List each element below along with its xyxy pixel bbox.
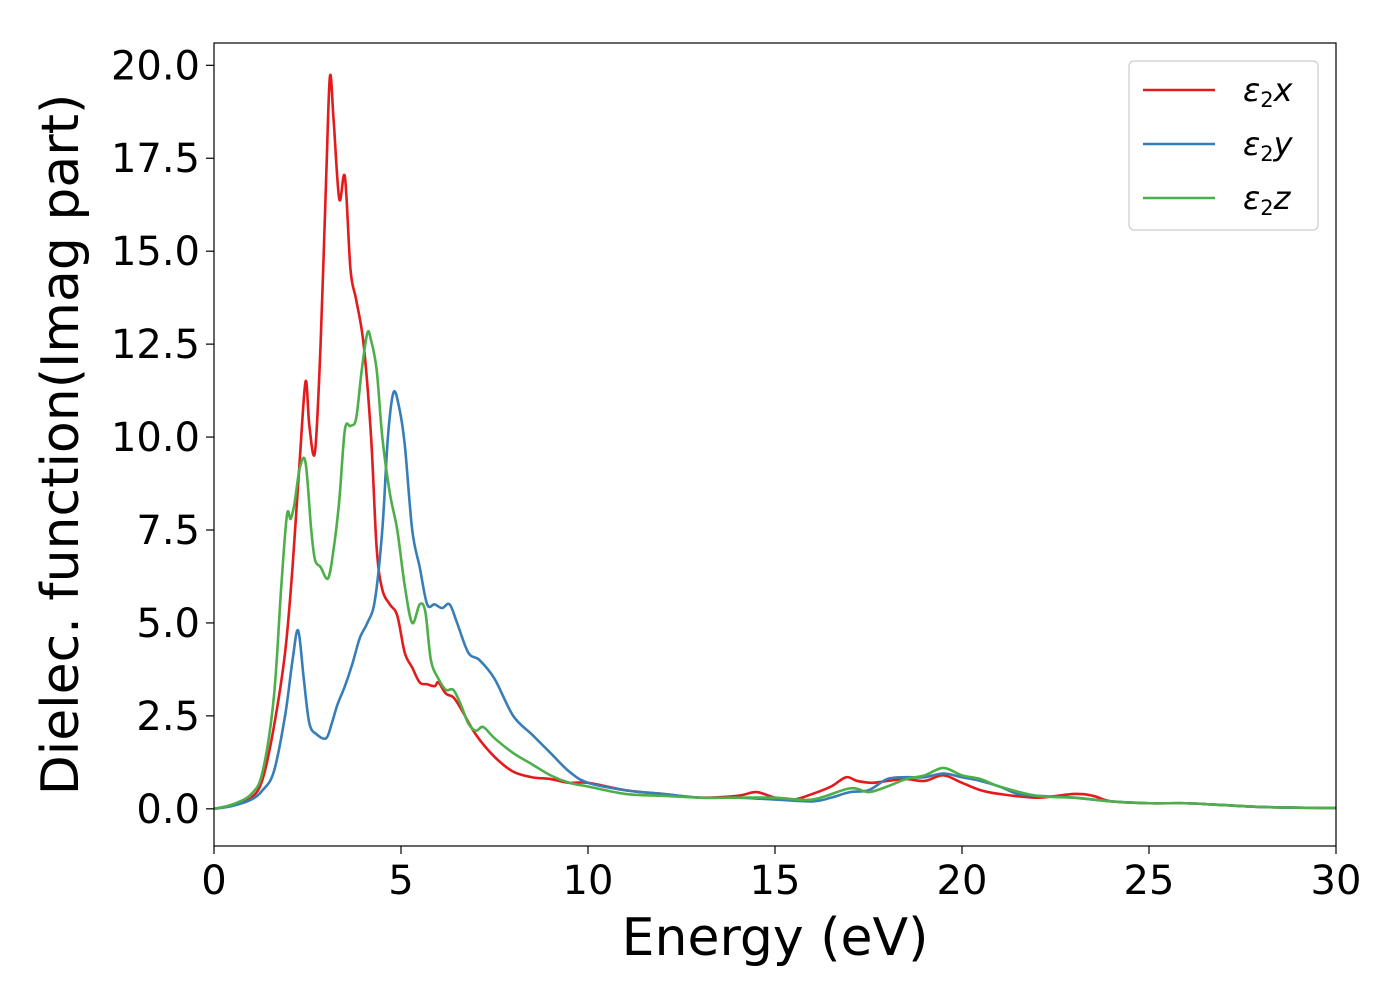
x-tick-label: 25: [1124, 858, 1175, 904]
x-tick-label: 10: [563, 858, 614, 904]
x-tick-label: 20: [937, 858, 988, 904]
x-tick-label: 30: [1311, 858, 1362, 904]
y-tick-label: 2.5: [136, 694, 200, 740]
y-tick-label: 7.5: [136, 508, 200, 554]
x-tick-label: 0: [201, 858, 226, 904]
legend-label-z: ε2z: [1243, 179, 1292, 220]
series-line-y: [213, 390, 1337, 811]
x-axis: 0 5 10 15 20 25 30: [201, 846, 1361, 904]
legend: ε2x ε2y ε2z: [1128, 60, 1319, 231]
y-tick-label: 20.0: [111, 43, 200, 89]
y-axis: 0.0 2.5 5.0 7.5 10.0 12.5 15.0 17.5 20.0: [111, 43, 214, 833]
y-tick-label: 15.0: [111, 229, 200, 275]
legend-label-y: ε2y: [1243, 125, 1294, 166]
y-tick-label: 0.0: [136, 787, 200, 833]
y-axis-title: Dielec. function(Imag part): [31, 94, 91, 796]
y-tick-label: 17.5: [111, 136, 200, 182]
y-tick-label: 5.0: [136, 601, 200, 647]
x-axis-title: Energy (eV): [622, 908, 929, 968]
legend-box: [1128, 60, 1319, 231]
legend-label-x: ε2x: [1243, 71, 1294, 112]
y-tick-label: 12.5: [111, 322, 200, 368]
y-tick-label: 10.0: [111, 415, 200, 461]
x-tick-label: 15: [750, 858, 801, 904]
x-tick-label: 5: [388, 858, 413, 904]
series-layer: [213, 73, 1337, 811]
series-line-z: [213, 329, 1337, 811]
